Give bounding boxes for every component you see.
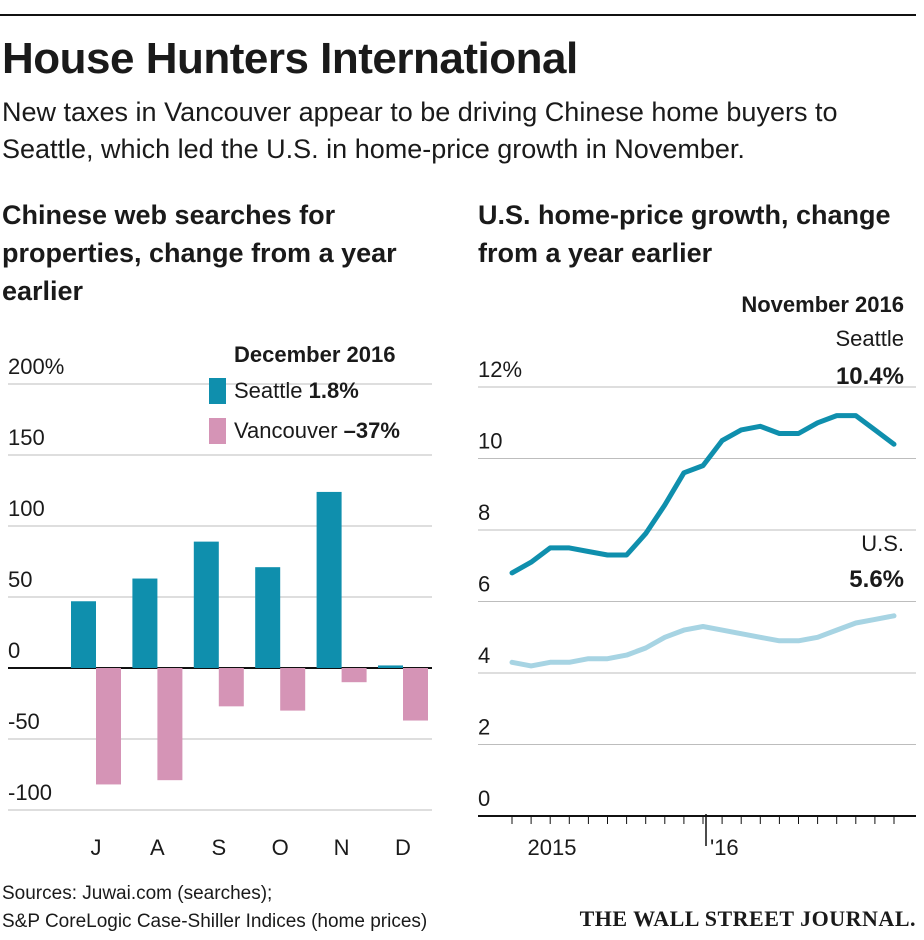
line-y-tick-label: 10: [478, 429, 502, 454]
bar-x-tick-label: N: [334, 835, 350, 860]
seattle-bar: [316, 491, 342, 668]
us-series-line: [509, 613, 897, 669]
legend-entry: Seattle 1.8%: [234, 378, 359, 403]
seattle-bar: [132, 578, 158, 668]
bar-y-tick-label: 200%: [8, 354, 64, 379]
seattle-bar: [71, 601, 96, 668]
bar-x-tick-label: J: [91, 835, 102, 860]
sources-note: Sources: Juwai.com (searches); S&P CoreL…: [2, 880, 427, 936]
line-x-tick-label: '16: [710, 835, 739, 860]
bar-y-tick-label: 50: [8, 567, 32, 592]
page-subtitle: New taxes in Vancouver appear to be driv…: [2, 97, 838, 164]
legend-swatch: [209, 378, 226, 404]
line-y-tick-label: 4: [478, 643, 490, 668]
legend-series-value: 1.8%: [309, 378, 359, 403]
bar-y-tick-label: 100: [8, 496, 45, 521]
vancouver-bar: [341, 668, 367, 683]
annotation-heading: November 2016: [741, 292, 904, 317]
seattle-bar: [378, 665, 403, 668]
page-title: House Hunters International: [2, 34, 578, 83]
bar-y-tick-label: 150: [8, 425, 45, 450]
legend-entry: Vancouver –37%: [234, 418, 400, 443]
legend-swatch: [209, 418, 226, 444]
top-rule: [0, 14, 916, 16]
line-x-tick-label: 2015: [528, 835, 577, 860]
bar-legend-title: December 2016: [234, 342, 395, 367]
vancouver-bar: [218, 668, 244, 707]
vancouver-bar: [403, 668, 428, 721]
legend-series-name: Seattle: [234, 378, 309, 403]
line-chart-title: U.S. home-price growth, change from a ye…: [478, 200, 891, 268]
annotation-us-value: 5.6%: [849, 566, 904, 593]
seattle-bar: [193, 541, 219, 668]
bar-x-tick-label: O: [272, 835, 289, 860]
bar-x-tick-label: D: [395, 835, 411, 860]
bar-y-tick-label: -100: [8, 780, 52, 805]
seattle-series-line: [509, 413, 897, 576]
annotation-us-label: U.S.: [861, 531, 904, 556]
legend-series-name: Vancouver: [234, 418, 344, 443]
annotation-seattle-value: 10.4%: [836, 363, 904, 390]
bar-y-tick-label: -50: [8, 709, 40, 734]
seattle-bar: [255, 567, 281, 668]
sources-line-2: S&P CoreLogic Case-Shiller Indices (home…: [2, 911, 428, 932]
line-y-tick-label: 6: [478, 572, 490, 597]
bar-x-tick-label: A: [150, 835, 165, 860]
line-y-tick-label: 8: [478, 500, 490, 525]
line-y-tick-label: 12%: [478, 357, 522, 382]
vancouver-bar: [96, 668, 121, 785]
line-y-tick-label: 0: [478, 786, 490, 811]
sources-line-1: Sources: Juwai.com (searches);: [2, 883, 273, 904]
legend-series-value: –37%: [344, 418, 400, 443]
line-y-tick-label: 2: [478, 715, 490, 740]
annotation-seattle-label: Seattle: [836, 326, 905, 351]
bar-chart-title: Chinese web searches for properties, cha…: [2, 200, 397, 306]
vancouver-bar: [157, 668, 183, 781]
bar-y-tick-label: 0: [8, 638, 20, 663]
wsj-logo: THE WALL STREET JOURNAL.: [579, 906, 916, 931]
bar-x-tick-label: S: [211, 835, 226, 860]
vancouver-bar: [280, 668, 306, 711]
